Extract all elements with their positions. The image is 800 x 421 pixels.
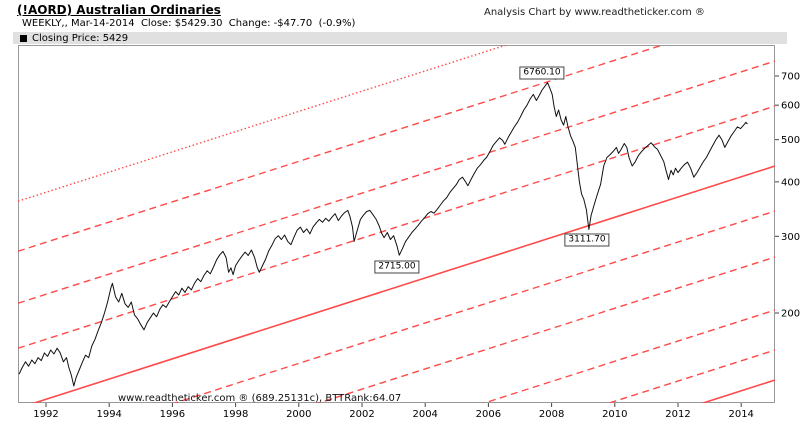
price-annotation: 2715.00	[374, 260, 420, 274]
y-tick-label: 6000	[781, 101, 800, 112]
x-tick-label: 1996	[160, 409, 185, 420]
x-tick-label: 2006	[476, 409, 501, 420]
channel-line-dashed-6	[316, 256, 775, 403]
x-tick-label: 1994	[96, 409, 121, 420]
y-tick-label: 7000	[781, 72, 800, 83]
legend-value: 5429	[102, 32, 129, 44]
legend-bar: Closing Price: 5429	[13, 32, 787, 44]
channel-line-dashed-7	[482, 309, 775, 403]
x-tick-label: 2010	[602, 409, 627, 420]
chart-subtitle: WEEKLY,, Mar-14-2014 Close: $5429.30 Cha…	[22, 18, 356, 29]
channel-line-dashed-1	[18, 45, 665, 252]
y-tick-label: 5000	[781, 135, 800, 146]
plot-border	[18, 45, 775, 403]
channel-line-dashed-3	[18, 105, 775, 349]
price-line-series	[18, 82, 748, 387]
channel-line-dashed-5	[172, 210, 775, 403]
channel-line-solid-4	[31, 165, 775, 403]
price-annotation: 6760.10	[519, 66, 565, 80]
x-tick-label: 2014	[728, 409, 753, 420]
page-title: (!AORD) Australian Ordinaries	[17, 3, 221, 17]
x-tick-label: 2012	[665, 409, 690, 420]
series-swatch-icon	[20, 34, 27, 42]
price-annotation: 3111.70	[564, 233, 610, 247]
x-tick-label: 2008	[539, 409, 564, 420]
x-tick-label: 2004	[412, 409, 437, 420]
y-tick-label: 3000	[781, 232, 800, 243]
y-tick-label: 2000	[781, 309, 800, 320]
y-tick-label: 4000	[781, 177, 800, 188]
x-tick-label: 2000	[286, 409, 311, 420]
channel-line-dashed-2	[18, 60, 775, 304]
channel-line-dotted-0	[18, 45, 509, 202]
provider-credit: Analysis Chart by www.readtheticker.com …	[484, 7, 705, 18]
legend-label: Closing Price:	[32, 32, 100, 44]
chart-watermark: www.readtheticker.com ® (689.25131c), BT…	[118, 393, 402, 404]
x-tick-label: 2002	[349, 409, 374, 420]
channel-line-dashed-8	[607, 349, 775, 403]
x-tick-label: 1998	[223, 409, 248, 420]
x-tick-label: 1992	[33, 409, 58, 420]
